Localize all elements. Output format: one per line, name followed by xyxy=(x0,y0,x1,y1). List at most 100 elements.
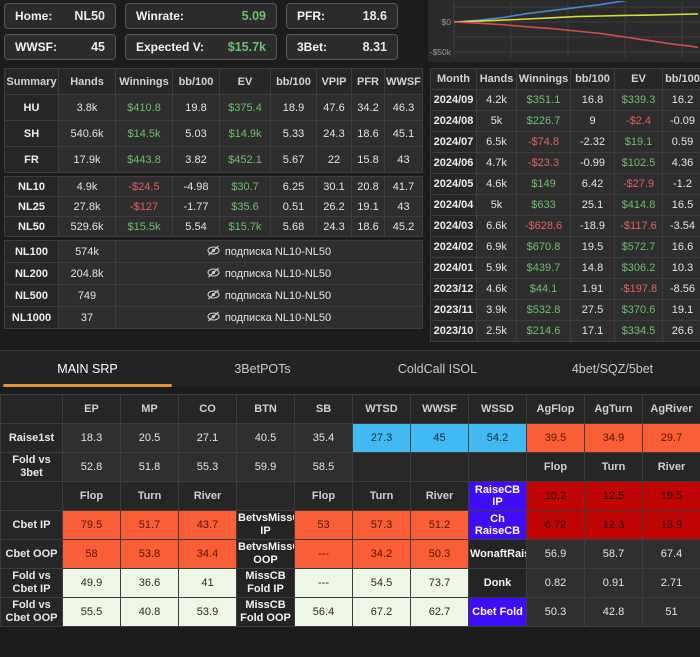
stat-box-winrate: Winrate:5.09 xyxy=(125,3,277,29)
pos-cell: BTN xyxy=(237,395,295,424)
hands-cell: 37 xyxy=(59,307,116,329)
pos-cell: 20.5 xyxy=(121,424,179,453)
winnings-chart-svg: $0-$50k xyxy=(428,0,700,62)
pos-cell: 43.7 xyxy=(179,511,237,540)
positions-row: Fold vs Cbet IP49.936.641MissCB Fold IP-… xyxy=(1,569,700,598)
monthly-row: 2023/113.9k$532.827.5$370.619.1 xyxy=(431,300,700,321)
positions-row: FlopTurnRiverFlopTurnRiverRaiseCB IP10.2… xyxy=(1,482,700,511)
summary-cell: 24.3 xyxy=(317,121,352,147)
summary-table: SummaryHandsWinningsbb/100EVbb/100VPIPPF… xyxy=(4,68,423,173)
pos-cell: 27.3 xyxy=(353,424,411,453)
tab-main-srp[interactable]: MAIN SRP xyxy=(0,351,175,387)
top-section: Home:NL50Winrate:5.09PFR:18.6WWSF:45Expe… xyxy=(0,0,700,62)
row-label: HU xyxy=(5,95,59,121)
tab-3betpots[interactable]: 3BetPOTs xyxy=(175,351,350,387)
pos-cell: 34.4 xyxy=(179,540,237,569)
eye-slash-icon xyxy=(207,267,220,281)
summary-header-cell: PFR xyxy=(352,69,385,95)
monthly-cell: $102.5 xyxy=(615,153,663,174)
pos-cell: AgRiver xyxy=(643,395,700,424)
summary-cell: 34.2 xyxy=(352,95,385,121)
pos-cell: WSSD xyxy=(469,395,527,424)
monthly-cell: $44.1 xyxy=(517,279,571,300)
monthly-cell: 6.6k xyxy=(477,216,517,237)
summary-cell: $443.8 xyxy=(116,147,173,173)
monthly-row: 2024/026.9k$670.819.5$572.716.6 xyxy=(431,237,700,258)
summary-cell: $452.1 xyxy=(220,147,271,173)
monthly-cell: $532.8 xyxy=(517,300,571,321)
monthly-cell: -0.09 xyxy=(663,111,700,132)
summary-cell: 0.51 xyxy=(271,197,317,217)
pos-cell: 67.2 xyxy=(353,598,411,627)
locked-notice: подписка NL10-NL50 xyxy=(116,241,423,263)
hands-cell: 204.8k xyxy=(59,263,116,285)
pos-cell: --- xyxy=(295,569,353,598)
pos-cell: 34.2 xyxy=(353,540,411,569)
pos-cell: 51.8 xyxy=(121,453,179,482)
pos-cell: MissCB Fold OOP xyxy=(237,598,295,627)
summary-cell: 5.33 xyxy=(271,121,317,147)
locked-row: NL100037подписка NL10-NL50 xyxy=(5,307,423,329)
tab-coldcall-isol[interactable]: ColdCall ISOL xyxy=(350,351,525,387)
monthly-cell: 5k xyxy=(477,111,517,132)
monthly-cell: $306.2 xyxy=(615,258,663,279)
tab-bar: MAIN SRP3BetPOTsColdCall ISOL4bet/SQZ/5b… xyxy=(0,350,700,387)
stat-boxes: Home:NL50Winrate:5.09PFR:18.6WWSF:45Expe… xyxy=(4,0,428,60)
summary-table-locked: NL100574kподписка NL10-NL50NL200204.8kпо… xyxy=(4,240,423,329)
monthly-cell: -3.54 xyxy=(663,216,700,237)
monthly-cell: 0.59 xyxy=(663,132,700,153)
summary-cell: 43 xyxy=(385,197,423,217)
pos-cell: 58.5 xyxy=(295,453,353,482)
row-label: NL10 xyxy=(5,177,59,197)
pos-cell: 29.7 xyxy=(643,424,700,453)
stat-label-3bet: 3Bet: xyxy=(297,40,327,54)
pos-cell: SB xyxy=(295,395,353,424)
pos-cell: 40.5 xyxy=(237,424,295,453)
monthly-cell: -1.2 xyxy=(663,174,700,195)
monthly-cell: $214.6 xyxy=(517,321,571,342)
pos-cell: 50.3 xyxy=(527,598,585,627)
stat-value-3bet: 8.31 xyxy=(363,40,387,54)
pos-cell: 19.5 xyxy=(643,482,700,511)
pos-cell: 67.4 xyxy=(643,540,700,569)
month-label: 2024/07 xyxy=(431,132,477,153)
pos-cell: Flop xyxy=(63,482,121,511)
pos-cell: 55.5 xyxy=(63,598,121,627)
summary-row: NL50529.6k$15.5k5.54$15.7k5.6824.318.645… xyxy=(5,217,423,237)
monthly-cell: $370.6 xyxy=(615,300,663,321)
summary-header-cell: WWSF xyxy=(385,69,423,95)
monthly-cell: $19.1 xyxy=(615,132,663,153)
pos-cell: --- xyxy=(295,540,353,569)
pos-cell: 42.8 xyxy=(585,598,643,627)
pos-cell: 56.4 xyxy=(295,598,353,627)
tables-section: SummaryHandsWinningsbb/100EVbb/100VPIPPF… xyxy=(0,62,700,342)
monthly-cell: $334.5 xyxy=(615,321,663,342)
row-label: NL25 xyxy=(5,197,59,217)
monthly-header-cell: Hands xyxy=(477,69,517,90)
summary-cell: 3.8k xyxy=(59,95,116,121)
tab-4bet-sqz-5bet[interactable]: 4bet/SQZ/5bet xyxy=(525,351,700,387)
summary-row: SH540.6k$14.5k5.03$14.9k5.3324.318.645.1 xyxy=(5,121,423,147)
pos-row-label: Fold vs Cbet OOP xyxy=(1,598,63,627)
stat-label-pfr: PFR: xyxy=(297,9,325,23)
summary-cell: 47.6 xyxy=(317,95,352,121)
monthly-cell: 6.42 xyxy=(571,174,615,195)
summary-cell: $30.7 xyxy=(220,177,271,197)
row-label: NL500 xyxy=(5,285,59,307)
summary-row: NL104.9k-$24.5-4.98$30.76.2530.120.841.7 xyxy=(5,177,423,197)
month-label: 2024/03 xyxy=(431,216,477,237)
summary-cell: $375.4 xyxy=(220,95,271,121)
monthly-cell: 5k xyxy=(477,195,517,216)
summary-cell: 4.9k xyxy=(59,177,116,197)
monthly-cell: $226.7 xyxy=(517,111,571,132)
summary-cell: 43 xyxy=(385,147,423,173)
pos-cell: MissCB Fold IP xyxy=(237,569,295,598)
monthly-cell: 2.5k xyxy=(477,321,517,342)
pos-row-label: Fold vs Cbet IP xyxy=(1,569,63,598)
summary-cell: 22 xyxy=(317,147,352,173)
pos-cell: 51.2 xyxy=(411,511,469,540)
pos-cell: 51.7 xyxy=(121,511,179,540)
pos-cell: Turn xyxy=(121,482,179,511)
eye-slash-icon xyxy=(207,311,220,325)
monthly-cell: 4.2k xyxy=(477,90,517,111)
